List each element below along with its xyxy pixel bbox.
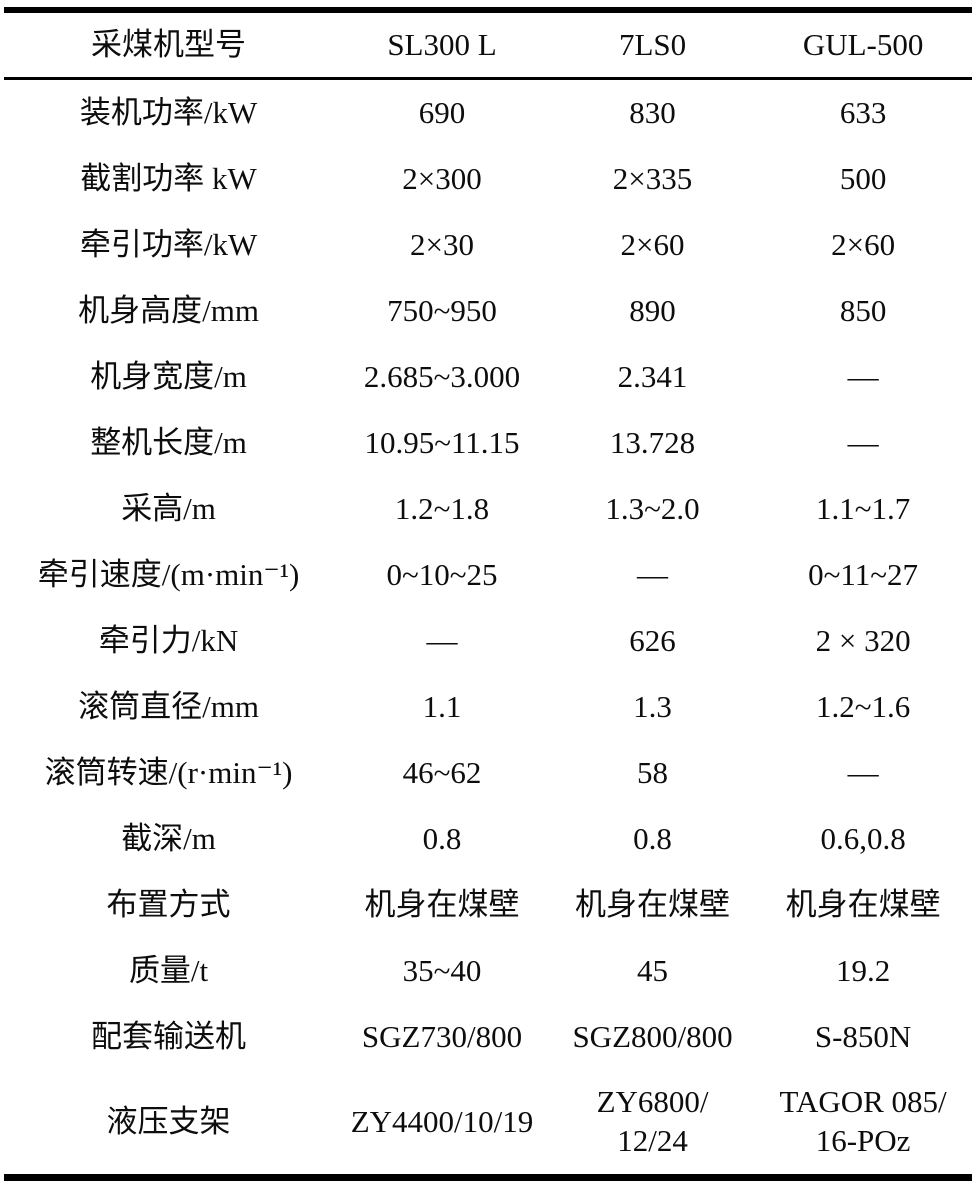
row-label: 配套输送机 [91, 1018, 247, 1054]
value-cell: 690 [418, 94, 466, 130]
row-label: 装机功率/kW [79, 94, 258, 130]
row-label: 滚筒转速/(r·min⁻¹) [44, 754, 293, 790]
value-cell: 机身在煤壁 [575, 886, 731, 922]
table-row: 液压支架 ZY4400/10/19 ZY6800/ 12/24 TAGOR 085/ … [4, 1070, 972, 1178]
table-row: 牵引力/kN — 626 2 × 320 [4, 608, 972, 674]
table-row: 截深/m 0.8 0.8 0.6,0.8 [4, 806, 972, 872]
row-label: 截深/m [121, 820, 216, 856]
header-row: 采煤机型号 SL300 L 7LS0 GUL-500 [4, 10, 972, 80]
value-cell: 2×60 [620, 226, 685, 262]
value-cell: 13.728 [609, 424, 696, 460]
value-cell: 626 [629, 622, 676, 658]
value-cell: 890 [629, 292, 676, 328]
table-row: 布置方式 机身在煤壁 机身在煤壁 机身在煤壁 [4, 872, 972, 938]
value-cell: TAGOR 085/ 16-POz [779, 1084, 947, 1158]
table-row: 质量/t 35~40 45 19.2 [4, 938, 972, 1004]
value-cell: 2.341 [617, 358, 688, 394]
column-header-gul500: GUL-500 [754, 10, 972, 80]
value-cell: 10.95~11.15 [364, 424, 520, 460]
table-row: 滚筒转速/(r·min⁻¹) 46~62 58 — [4, 740, 972, 806]
value-cell: 1.1~1.7 [815, 490, 911, 526]
value-cell: 0~11~27 [808, 556, 919, 592]
table-row: 机身高度/mm 750~950 890 850 [4, 278, 972, 344]
value-cell: SGZ730/800 [361, 1018, 523, 1054]
row-label: 截割功率 kW [80, 160, 257, 196]
value-cell: 1.1 [422, 688, 462, 724]
table-row: 装机功率/kW 690 830 633 [4, 79, 972, 147]
table-row: 整机长度/m 10.95~11.15 13.728 — [4, 410, 972, 476]
row-label: 采高/m [121, 490, 216, 526]
value-cell: SGZ800/800 [572, 1018, 733, 1054]
value-cell: — [847, 424, 879, 460]
table-body: 装机功率/kW 690 830 633 截割功率 kW 2×300 2×335 500 牵引功率… [4, 79, 972, 1178]
value-cell: 500 [839, 160, 887, 196]
value-cell: 58 [637, 754, 669, 790]
value-cell: 0.8 [633, 820, 672, 856]
row-label: 液压支架 [106, 1103, 231, 1139]
table-header: 采煤机型号 SL300 L 7LS0 GUL-500 [4, 10, 972, 80]
table-row: 配套输送机 SGZ730/800 SGZ800/800 S-850N [4, 1004, 972, 1070]
value-cell: — [426, 622, 458, 658]
value-cell: 1.3~2.0 [605, 490, 700, 526]
value-cell: 2.685~3.000 [363, 358, 521, 394]
value-cell: 46~62 [402, 754, 482, 790]
row-label: 布置方式 [106, 886, 231, 922]
table-row: 牵引速度/(m·min⁻¹) 0~10~25 — 0~11~27 [4, 542, 972, 608]
table-row: 截割功率 kW 2×300 2×335 500 [4, 146, 972, 212]
column-header-sl300l: SL300 L [333, 10, 551, 80]
value-cell: ZY6800/ 12/24 [596, 1084, 709, 1158]
value-cell: 1.2~1.8 [394, 490, 490, 526]
row-label: 质量/t [128, 952, 209, 988]
column-header-7ls0: 7LS0 [550, 10, 755, 80]
value-cell: 机身在煤壁 [364, 886, 520, 922]
table-row: 滚筒直径/mm 1.1 1.3 1.2~1.6 [4, 674, 972, 740]
table-row: 机身宽度/m 2.685~3.000 2.341 — [4, 344, 972, 410]
table-row: 采高/m 1.2~1.8 1.3~2.0 1.1~1.7 [4, 476, 972, 542]
value-cell: 633 [839, 94, 887, 130]
value-cell: 750~950 [387, 292, 497, 328]
value-cell: 机身在煤壁 [785, 886, 941, 922]
value-cell: 2×335 [612, 160, 693, 196]
value-cell: 2×30 [410, 226, 474, 262]
value-cell: 1.2~1.6 [815, 688, 911, 724]
value-cell: 45 [637, 952, 669, 988]
row-label: 牵引速度/(m·min⁻¹) [37, 556, 300, 592]
value-cell: S-850N [814, 1018, 912, 1054]
row-label: 滚筒直径/mm [78, 688, 259, 724]
row-label: 机身宽度/m [90, 358, 247, 394]
value-cell: 0.6,0.8 [820, 820, 906, 856]
value-cell: 19.2 [835, 952, 891, 988]
value-cell: — [847, 754, 879, 790]
value-cell: 850 [839, 292, 887, 328]
value-cell: 35~40 [402, 952, 482, 988]
row-label: 整机长度/m [90, 424, 247, 460]
value-cell: 2×60 [831, 226, 896, 262]
value-cell: 2 × 320 [815, 622, 911, 658]
row-label: 牵引功率/kW [79, 226, 258, 262]
shearer-spec-table: 采煤机型号 SL300 L 7LS0 GUL-500 装机功率/kW 690 830… [4, 7, 972, 1181]
row-label: 牵引力/kN [98, 622, 239, 658]
value-cell: 2×300 [402, 160, 482, 196]
value-cell: 0~10~25 [386, 556, 498, 592]
value-cell: — [847, 358, 879, 394]
value-cell: 830 [629, 94, 676, 130]
value-cell: 0.8 [422, 820, 462, 856]
value-cell: ZY4400/10/19 [350, 1103, 534, 1139]
value-cell: 1.3 [633, 688, 672, 724]
table-row: 牵引功率/kW 2×30 2×60 2×60 [4, 212, 972, 278]
row-label: 机身高度/mm [78, 292, 259, 328]
value-cell: — [637, 556, 669, 592]
column-header-model-label: 采煤机型号 [4, 10, 334, 80]
